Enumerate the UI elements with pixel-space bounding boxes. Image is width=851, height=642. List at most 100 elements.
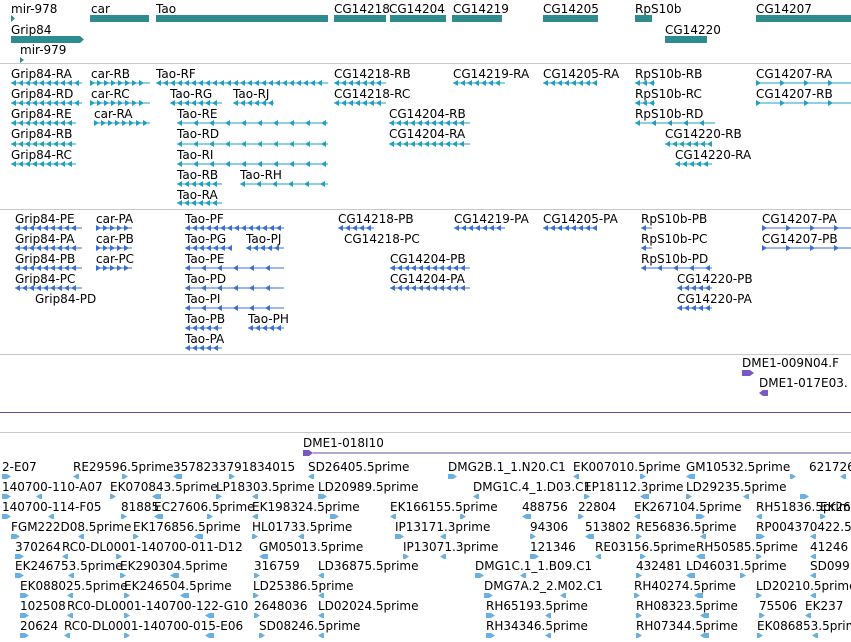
- transcript-glyph-exon[interactable]: [296, 80, 301, 86]
- transcript-glyph-exon[interactable]: [125, 100, 130, 106]
- est-label[interactable]: RH07344.5prime: [636, 619, 738, 633]
- gene-label[interactable]: CG14204: [389, 2, 445, 16]
- transcript-glyph-exon[interactable]: [46, 80, 51, 86]
- protein-label[interactable]: CG14218-PB: [338, 212, 414, 226]
- transcript-glyph-exon[interactable]: [460, 80, 465, 86]
- est-glyph[interactable]: [740, 573, 746, 578]
- est-glyph[interactable]: [686, 474, 695, 479]
- transcript-glyph-exon[interactable]: [642, 80, 647, 86]
- est-label[interactable]: SD08246.5prime: [259, 619, 361, 633]
- protein-glyph-exon[interactable]: [265, 285, 270, 291]
- transcript-glyph-exon[interactable]: [177, 181, 182, 187]
- est-glyph[interactable]: [20, 633, 29, 638]
- est-label[interactable]: EK007010.5prime: [573, 460, 681, 474]
- transcript-glyph-exon[interactable]: [32, 100, 37, 106]
- est-label[interactable]: LP18303.5prime: [216, 480, 315, 494]
- protein-glyph-exon[interactable]: [543, 225, 548, 231]
- transcript-glyph-exon[interactable]: [193, 141, 198, 147]
- est-glyph[interactable]: [124, 613, 130, 618]
- protein-label[interactable]: Grip84-PA: [15, 232, 75, 246]
- transcript-glyph-exon[interactable]: [53, 80, 58, 86]
- protein-glyph-exon[interactable]: [496, 225, 501, 231]
- est-label[interactable]: RC0-DL0001-140700-015-E06: [64, 619, 244, 633]
- protein-glyph-exon[interactable]: [677, 305, 682, 311]
- protein-glyph-exon[interactable]: [460, 285, 465, 291]
- protein-glyph-exon[interactable]: [262, 325, 267, 331]
- est-label[interactable]: EK086853.5prime: [757, 619, 851, 633]
- transcript-glyph-exon[interactable]: [257, 161, 262, 167]
- transcript-glyph-exon[interactable]: [700, 141, 705, 147]
- transcript-glyph-exon[interactable]: [212, 200, 217, 206]
- protein-glyph-exon[interactable]: [265, 265, 270, 271]
- protein-glyph-exon[interactable]: [585, 225, 590, 231]
- transcript-glyph-exon[interactable]: [459, 141, 464, 147]
- clone-label[interactable]: DME1-018I10: [303, 436, 384, 450]
- protein-glyph-exon[interactable]: [411, 265, 416, 271]
- transcript-glyph-exon[interactable]: [46, 161, 51, 167]
- transcript-glyph-exon[interactable]: [184, 200, 189, 206]
- protein-label[interactable]: Tao-PD: [185, 272, 227, 286]
- est-glyph[interactable]: [205, 613, 214, 618]
- est-glyph[interactable]: [254, 613, 260, 618]
- est-glyph[interactable]: [205, 633, 214, 638]
- transcript-glyph-exon[interactable]: [67, 161, 72, 167]
- transcript-glyph-exon[interactable]: [11, 100, 16, 106]
- protein-glyph-exon[interactable]: [762, 245, 767, 251]
- est-glyph[interactable]: [120, 573, 126, 578]
- est-label[interactable]: 621726: [809, 460, 851, 474]
- transcript-glyph-exon[interactable]: [417, 120, 422, 126]
- est-glyph[interactable]: [318, 633, 324, 638]
- transcript-glyph-exon[interactable]: [193, 161, 198, 167]
- protein-glyph-exon[interactable]: [274, 245, 279, 251]
- protein-glyph-exon[interactable]: [213, 345, 218, 351]
- est-label[interactable]: 41246: [810, 540, 849, 554]
- transcript-glyph-exon[interactable]: [804, 80, 809, 86]
- transcript-glyph-exon[interactable]: [60, 120, 65, 126]
- est-label[interactable]: RE29596.5prime: [73, 460, 174, 474]
- protein-glyph-exon[interactable]: [592, 225, 597, 231]
- transcript-glyph-exon[interactable]: [139, 80, 144, 86]
- transcript-glyph-exon[interactable]: [334, 80, 339, 86]
- protein-glyph-exon[interactable]: [199, 345, 204, 351]
- est-glyph[interactable]: [229, 474, 235, 479]
- transcript-glyph-exon[interactable]: [122, 120, 127, 126]
- est-label[interactable]: LD46031.5prime: [686, 559, 787, 573]
- est-label[interactable]: EK070843.5prime: [110, 480, 218, 494]
- protein-glyph-exon[interactable]: [36, 245, 41, 251]
- transcript-label[interactable]: CG14204-RA: [389, 127, 466, 141]
- transcript-label[interactable]: Tao-RB: [177, 168, 219, 182]
- est-glyph[interactable]: [696, 514, 705, 519]
- transcript-glyph-exon[interactable]: [32, 161, 37, 167]
- est-label[interactable]: 102508: [20, 599, 66, 613]
- protein-glyph-exon[interactable]: [233, 265, 238, 271]
- transcript-glyph-exon[interactable]: [53, 141, 58, 147]
- transcript-glyph-exon[interactable]: [564, 80, 569, 86]
- est-glyph[interactable]: [530, 554, 539, 559]
- transcript-glyph-exon[interactable]: [305, 141, 310, 147]
- est-label[interactable]: 22804: [578, 500, 617, 514]
- transcript-glyph-exon[interactable]: [32, 120, 37, 126]
- est-label[interactable]: 513802: [585, 520, 631, 534]
- est-glyph[interactable]: [800, 494, 809, 499]
- est-glyph[interactable]: [121, 514, 127, 519]
- protein-glyph-exon[interactable]: [213, 225, 218, 231]
- transcript-glyph-exon[interactable]: [53, 100, 58, 106]
- transcript-glyph-exon[interactable]: [682, 161, 687, 167]
- protein-glyph-exon[interactable]: [185, 305, 190, 311]
- transcript-glyph-exon[interactable]: [272, 181, 277, 187]
- est-label[interactable]: IP13171.3prime: [395, 520, 491, 534]
- protein-glyph-exon[interactable]: [677, 285, 682, 291]
- est-label[interactable]: GM05013.5prime: [259, 540, 364, 554]
- est-glyph[interactable]: [259, 554, 268, 559]
- transcript-glyph-exon[interactable]: [665, 141, 670, 147]
- clone-glyph[interactable]: [759, 390, 768, 396]
- transcript-glyph-exon[interactable]: [198, 80, 203, 86]
- protein-glyph-exon[interactable]: [233, 305, 238, 311]
- est-label[interactable]: EC27606.5prime: [154, 500, 255, 514]
- protein-glyph-exon[interactable]: [36, 285, 41, 291]
- transcript-glyph-exon[interactable]: [438, 141, 443, 147]
- protein-glyph-exon[interactable]: [468, 225, 473, 231]
- protein-glyph-exon[interactable]: [103, 225, 108, 231]
- protein-glyph-exon[interactable]: [705, 265, 710, 271]
- transcript-glyph-exon[interactable]: [191, 100, 196, 106]
